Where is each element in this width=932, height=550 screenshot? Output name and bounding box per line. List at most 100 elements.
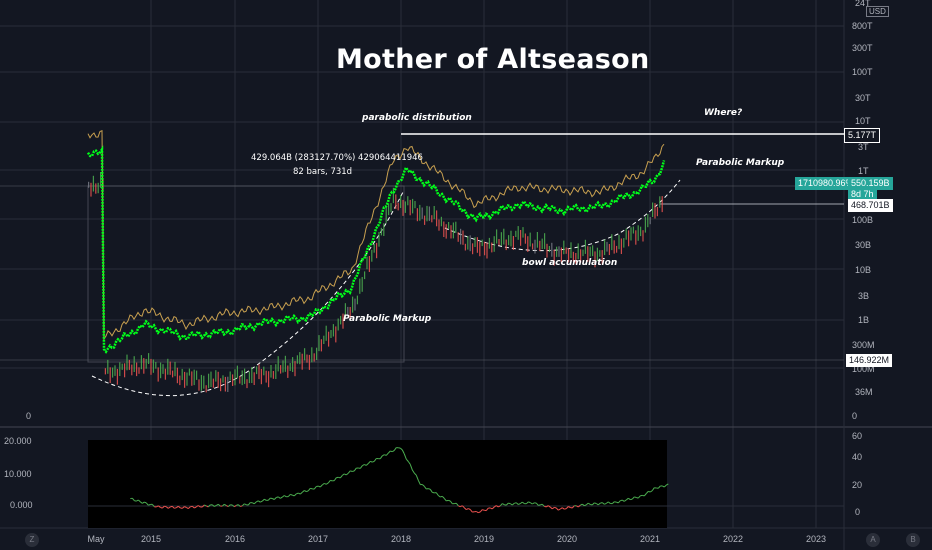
time-label: 2015: [140, 534, 162, 544]
candle: [270, 365, 272, 378]
oscillator-segment: [605, 501, 609, 504]
oscillator-segment: [321, 482, 325, 486]
oscillator-segment: [373, 458, 377, 462]
candle: [436, 210, 438, 227]
oscillator-segment: [549, 506, 553, 510]
candle: [184, 371, 186, 388]
oscillator-segment: [568, 506, 571, 508]
candle: [539, 240, 541, 252]
price-tick: 1T: [858, 166, 869, 176]
log-scale-button[interactable]: B: [906, 533, 920, 547]
candle: [462, 230, 464, 245]
candle: [512, 236, 514, 250]
candle: [347, 306, 349, 315]
candle: [582, 249, 584, 257]
candle: [544, 233, 546, 249]
auto-scale-button[interactable]: A: [866, 533, 880, 547]
oscillator-segment: [584, 504, 587, 507]
osc-right-tick: 40: [852, 452, 863, 462]
candle: [553, 249, 555, 266]
oscillator-segment: [458, 505, 461, 508]
oscillator-segment: [525, 501, 529, 505]
candle: [640, 226, 642, 237]
oscillator-segment: [211, 504, 215, 507]
candle: [136, 362, 138, 377]
oscillator-segment: [423, 486, 427, 490]
level-mid-marker: 468.701B: [848, 199, 893, 212]
pane-zero-label-right: 0: [852, 411, 858, 421]
oscillator-segment: [498, 505, 501, 508]
oscillator-segment: [571, 505, 575, 509]
candle: [620, 238, 622, 254]
current-percent-marker: 1710980.96%: [795, 177, 857, 190]
candle: [452, 222, 454, 239]
oscillator-segment: [535, 502, 539, 506]
oscillator-segment: [160, 506, 163, 509]
candle: [167, 358, 169, 375]
candle: [616, 245, 618, 253]
oscillator-segment: [327, 480, 331, 484]
candle: [181, 368, 183, 381]
candle: [438, 219, 440, 231]
candle: [594, 251, 596, 268]
candle: [352, 296, 354, 313]
candle: [632, 226, 634, 234]
candle: [572, 251, 574, 262]
oscillator-segment: [521, 501, 525, 505]
oscillator-segment: [338, 476, 341, 479]
oscillator-segment: [177, 505, 181, 509]
oscillator-segment: [240, 505, 243, 507]
oscillator-segment: [499, 503, 503, 507]
oscillator-segment: [221, 503, 225, 507]
annotation-bowl-accumulation: bowl accumulation: [522, 258, 618, 268]
oscillator-segment: [541, 503, 545, 507]
candle: [256, 366, 258, 375]
candle: [469, 235, 471, 252]
candle: [205, 385, 207, 393]
candle: [188, 368, 190, 376]
oscillator-segment: [407, 461, 411, 465]
price-tick: 100T: [852, 67, 873, 77]
candle: [162, 364, 164, 374]
oscillator-line: [130, 447, 669, 514]
oscillator-segment: [437, 495, 441, 498]
oscillator-segment: [532, 502, 535, 505]
candle: [109, 367, 111, 383]
grid: [0, 0, 844, 528]
oscillator-segment: [448, 499, 451, 502]
candle: [400, 195, 402, 208]
oscillator-segment: [181, 506, 185, 509]
candle: [407, 196, 409, 206]
oscillator-segment: [616, 501, 619, 504]
oscillator-segment: [455, 502, 459, 507]
measure-label-line2: 82 bars, 731d: [293, 167, 353, 177]
annotation-where: Where?: [704, 108, 743, 118]
candle: [126, 354, 128, 371]
oscillator-segment: [372, 460, 375, 463]
level-low-marker: 146.922M: [846, 354, 893, 367]
candle: [308, 354, 310, 370]
candle: [145, 358, 147, 369]
countdown-marker: 8d 7h: [848, 188, 877, 201]
currency-label[interactable]: USD: [866, 6, 889, 17]
candle: [460, 228, 462, 245]
oscillator-segment: [643, 493, 647, 497]
candle: [172, 370, 174, 378]
candle: [414, 201, 416, 209]
candle: [532, 243, 534, 250]
candle: [284, 355, 286, 372]
oscillator-segment: [253, 501, 257, 505]
oscillator-segment: [379, 455, 383, 459]
candle: [328, 331, 330, 347]
oscillator-segment: [304, 490, 307, 493]
candle: [217, 371, 219, 388]
candle: [241, 370, 243, 386]
candle: [174, 361, 176, 377]
oscillator-segment: [617, 500, 621, 504]
oscillator-segment: [403, 453, 407, 460]
zoom-reset-button[interactable]: Z: [25, 533, 39, 547]
oscillator-segment: [415, 475, 419, 481]
oscillator-segment: [306, 490, 309, 493]
oscillator-segment: [186, 506, 189, 510]
osc-right-tick: 20: [852, 480, 863, 490]
